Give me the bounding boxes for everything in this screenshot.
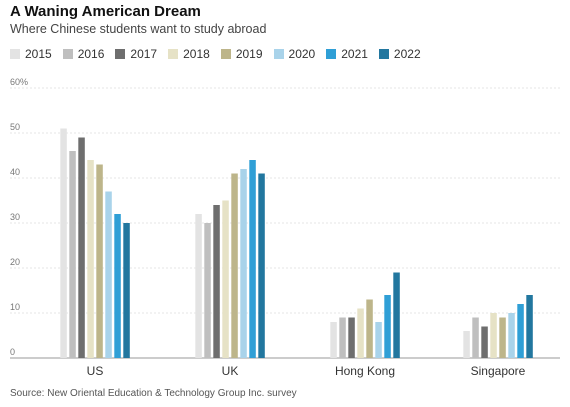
legend-item: 2020 <box>273 47 316 61</box>
y-tick-label: 30 <box>10 212 20 222</box>
y-tick-label: 20 <box>10 257 20 267</box>
bar <box>195 214 202 358</box>
bar <box>204 223 211 358</box>
bar <box>357 308 364 358</box>
chart-title: A Waning American Dream <box>10 3 201 20</box>
legend-item: 2022 <box>378 47 421 61</box>
y-tick-label: 10 <box>10 302 20 312</box>
legend-item: 2021 <box>326 47 368 61</box>
source-note: Source: New Oriental Education & Technol… <box>10 388 297 399</box>
y-tick-label: 0 <box>10 347 15 357</box>
legend: 2015 2016 2017 2018 2019 2020 2021 2022 <box>10 47 432 61</box>
legend-swatch <box>326 49 337 59</box>
legend-label: 2021 <box>341 47 368 61</box>
legend-label: 2018 <box>183 47 210 61</box>
bar <box>249 160 256 358</box>
bar <box>222 200 229 358</box>
chart-subtitle: Where Chinese students want to study abr… <box>10 22 267 36</box>
bar <box>463 331 470 358</box>
bar <box>393 272 400 358</box>
legend-label: 2015 <box>25 47 52 61</box>
legend-label: 2016 <box>77 47 105 61</box>
bar <box>231 173 238 358</box>
legend-label: 2022 <box>393 47 421 61</box>
y-tick-label: 50 <box>10 122 20 132</box>
x-category-label: Hong Kong <box>335 364 395 378</box>
bar <box>240 169 247 358</box>
bar <box>348 317 355 358</box>
bar <box>472 317 479 358</box>
bar <box>499 317 506 358</box>
bar <box>213 205 220 358</box>
bar <box>481 326 488 358</box>
legend-label: 2020 <box>288 47 316 61</box>
bar <box>339 317 346 358</box>
legend-label: 2019 <box>235 47 263 61</box>
legend-swatch <box>62 49 73 59</box>
legend-label: 2017 <box>130 47 158 61</box>
bar <box>114 214 121 358</box>
bar <box>330 322 337 358</box>
bar <box>69 151 76 358</box>
legend-swatch <box>168 49 179 59</box>
bar <box>60 128 67 358</box>
legend-item: 2015 <box>10 47 52 61</box>
legend-swatch <box>10 49 20 59</box>
bar <box>517 304 524 358</box>
bar <box>526 295 533 358</box>
x-category-label: US <box>87 364 104 378</box>
x-category-label: Singapore <box>471 364 526 378</box>
legend-swatch <box>378 49 389 59</box>
bar <box>258 173 265 358</box>
legend-swatch <box>115 49 126 59</box>
legend-item: 2017 <box>115 47 157 61</box>
legend-swatch <box>273 49 284 59</box>
bar <box>384 295 391 358</box>
legend-item: 2018 <box>168 47 210 61</box>
y-tick-label: 40 <box>10 167 20 177</box>
y-tick-label: 60% <box>10 77 28 87</box>
legend-item: 2016 <box>62 47 105 61</box>
bar <box>105 191 112 358</box>
legend-item: 2019 <box>220 47 263 61</box>
bar <box>78 137 85 358</box>
bar <box>366 299 373 358</box>
legend-swatch <box>220 49 231 59</box>
x-category-label: UK <box>222 364 239 378</box>
bar <box>96 164 103 358</box>
bar <box>490 313 497 358</box>
bar <box>508 313 515 358</box>
bar <box>375 322 382 358</box>
bar <box>123 223 130 358</box>
bar <box>87 160 94 358</box>
